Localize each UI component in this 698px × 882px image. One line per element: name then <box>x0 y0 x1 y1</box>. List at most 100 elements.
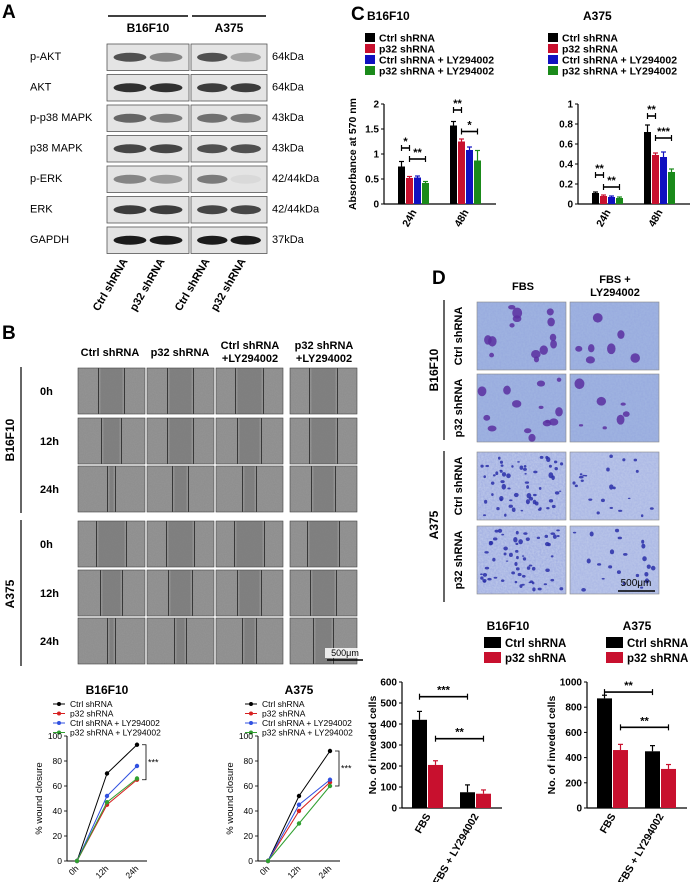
significance-label: *** <box>148 757 159 767</box>
wound-time-label: 24h <box>40 484 59 496</box>
legend-label: Ctrl shRNA + LY294002 <box>70 718 160 728</box>
bar <box>608 197 615 204</box>
bar <box>450 125 457 204</box>
blot-band <box>149 113 183 123</box>
legend-swatch <box>365 55 375 64</box>
invasion-row-label: Ctrl shRNA <box>453 457 465 516</box>
blot-strip <box>106 165 190 193</box>
invasion-col-fbs-ly: FBS + LY294002 <box>590 274 640 299</box>
blot-band <box>230 113 261 123</box>
blot-band <box>113 235 147 245</box>
chart-title: B16F10 <box>367 9 410 23</box>
blot-row-size: 42/44kDa <box>272 204 320 216</box>
legend-label: Ctrl shRNA <box>562 33 618 45</box>
bar <box>592 193 599 204</box>
x-tick-label: 24h <box>316 863 333 880</box>
blot-row-size: 37kDa <box>272 234 305 246</box>
blot-lane-label: Ctrl shRNA <box>91 256 131 313</box>
blot-band <box>113 52 147 62</box>
bar <box>422 183 429 204</box>
wound-col-4: p32 shRNA +LY294002 <box>295 340 354 365</box>
wound-time-label: 12h <box>40 436 59 448</box>
x-tick-label: 0h <box>67 863 81 877</box>
bar <box>466 150 473 204</box>
significance-label: *** <box>341 764 352 774</box>
blot-band <box>197 235 228 245</box>
legend-label: p32 shRNA <box>562 44 618 56</box>
bar <box>476 793 491 808</box>
legend-label: Ctrl shRNA + LY294002 <box>379 55 494 67</box>
y-tick-label: 2 <box>373 100 379 111</box>
bar <box>460 792 475 808</box>
legend-label: Ctrl shRNA <box>262 699 305 709</box>
blot-row-size: 43kDa <box>272 143 305 155</box>
significance-label: ** <box>453 98 462 110</box>
y-tick-label: 200 <box>565 778 582 789</box>
significance-label: ** <box>413 147 422 159</box>
y-tick-label: 1.5 <box>365 125 379 136</box>
wound-time-label: 24h <box>40 636 59 648</box>
wound-col-2: p32 shRNA <box>151 347 210 359</box>
bar <box>645 751 660 808</box>
bar <box>644 132 651 204</box>
bar <box>474 160 481 204</box>
legend-swatch <box>365 66 375 75</box>
y-tick-label: 800 <box>565 703 582 714</box>
y-axis-label: No. of inveded cells <box>546 696 558 795</box>
wound-time-label: 12h <box>40 588 59 600</box>
blot-band <box>197 52 228 62</box>
blot-band <box>113 113 147 123</box>
bar <box>597 698 612 808</box>
bar <box>398 166 405 204</box>
wound-col-1: Ctrl shRNA <box>81 347 140 359</box>
legend-swatch <box>548 44 558 53</box>
blot-strip <box>190 165 268 193</box>
y-tick-label: 40 <box>53 806 63 816</box>
bar <box>660 157 667 204</box>
blot-band <box>149 205 183 215</box>
blot-row-label: AKT <box>30 82 52 94</box>
blot-band <box>197 113 228 123</box>
blot-band <box>230 83 261 93</box>
legend-swatch <box>365 33 375 42</box>
y-tick-label: 0.2 <box>559 180 573 191</box>
blot-band <box>149 83 183 93</box>
legend-label: p32 shRNA + LY294002 <box>70 728 161 738</box>
y-tick-label: 500 <box>380 699 397 710</box>
y-tick-label: 80 <box>53 756 63 766</box>
y-tick-label: 600 <box>565 728 582 739</box>
y-tick-label: 0.5 <box>365 175 379 186</box>
blot-row-label: GAPDH <box>30 234 69 246</box>
bar <box>414 177 421 204</box>
chart-title: A375 <box>623 619 652 633</box>
panel-a-western-blot: B16F10 A375 p-AKT 64kDa AKT 64kDa p-p38 MAPK… <box>30 15 320 313</box>
blot-band <box>149 235 183 245</box>
legend-label: Ctrl shRNA <box>627 638 688 650</box>
series-line <box>76 778 138 862</box>
legend-swatch <box>484 637 501 648</box>
blot-row-label: p-ERK <box>30 173 63 185</box>
wound-col-3: Ctrl shRNA +LY294002 <box>221 340 280 365</box>
significance-label: ** <box>607 175 616 187</box>
significance-label: ** <box>595 163 604 175</box>
y-tick-label: 1000 <box>560 678 583 689</box>
significance-label: ** <box>640 715 649 727</box>
blot-band <box>230 235 261 245</box>
data-point <box>296 821 302 826</box>
legend-label: Ctrl shRNA <box>70 699 113 709</box>
x-tick-label: 24h <box>400 208 419 230</box>
legend-label: p32 shRNA <box>70 709 114 719</box>
blot-band <box>113 144 147 154</box>
bar <box>458 141 465 204</box>
y-tick-label: 0 <box>373 200 379 211</box>
y-tick-label: 0 <box>391 804 397 815</box>
chart-title: A375 <box>583 9 612 23</box>
legend-label: Ctrl shRNA + LY294002 <box>562 55 677 67</box>
data-point <box>296 793 302 799</box>
wound-group-a375: A375 <box>3 579 17 608</box>
significance-label: *** <box>437 685 451 697</box>
